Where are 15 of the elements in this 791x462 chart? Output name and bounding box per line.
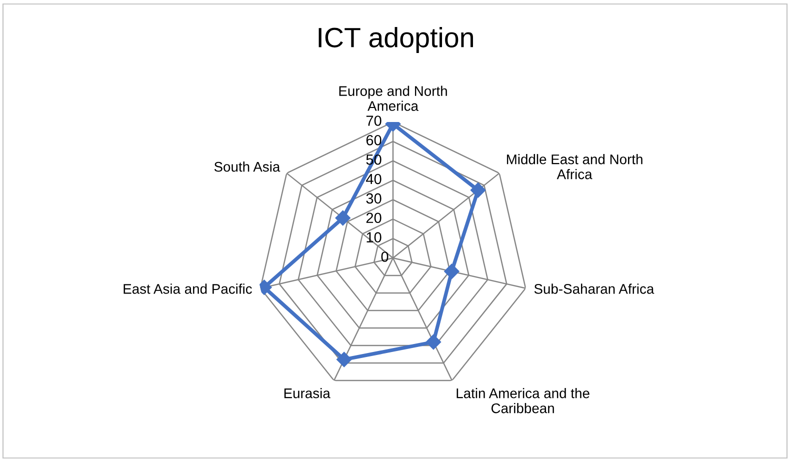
spoke-label: Latin America and the Caribbean [456, 388, 590, 414]
y-tick-label: 70 [366, 116, 382, 126]
y-tick-label: 30 [366, 193, 382, 204]
y-tick-label: 60 [366, 135, 382, 146]
y-tick-label: 20 [366, 212, 382, 224]
y-tick-label: 10 [366, 232, 382, 242]
spoke-label: Middle East and North Africa [506, 154, 642, 180]
spoke-label: Europe and North America [339, 86, 447, 111]
chart-title: ICT adoption [318, 27, 473, 53]
y-tick-label: 0 [381, 252, 388, 262]
spoke-label: East Asia and Pacific [124, 284, 252, 294]
y-tick-label: 40 [366, 174, 382, 184]
spoke-label: Sub-Saharan Africa [534, 284, 654, 294]
spoke-label: Eurasia [284, 388, 330, 398]
spoke-label: South Asia [214, 162, 280, 172]
